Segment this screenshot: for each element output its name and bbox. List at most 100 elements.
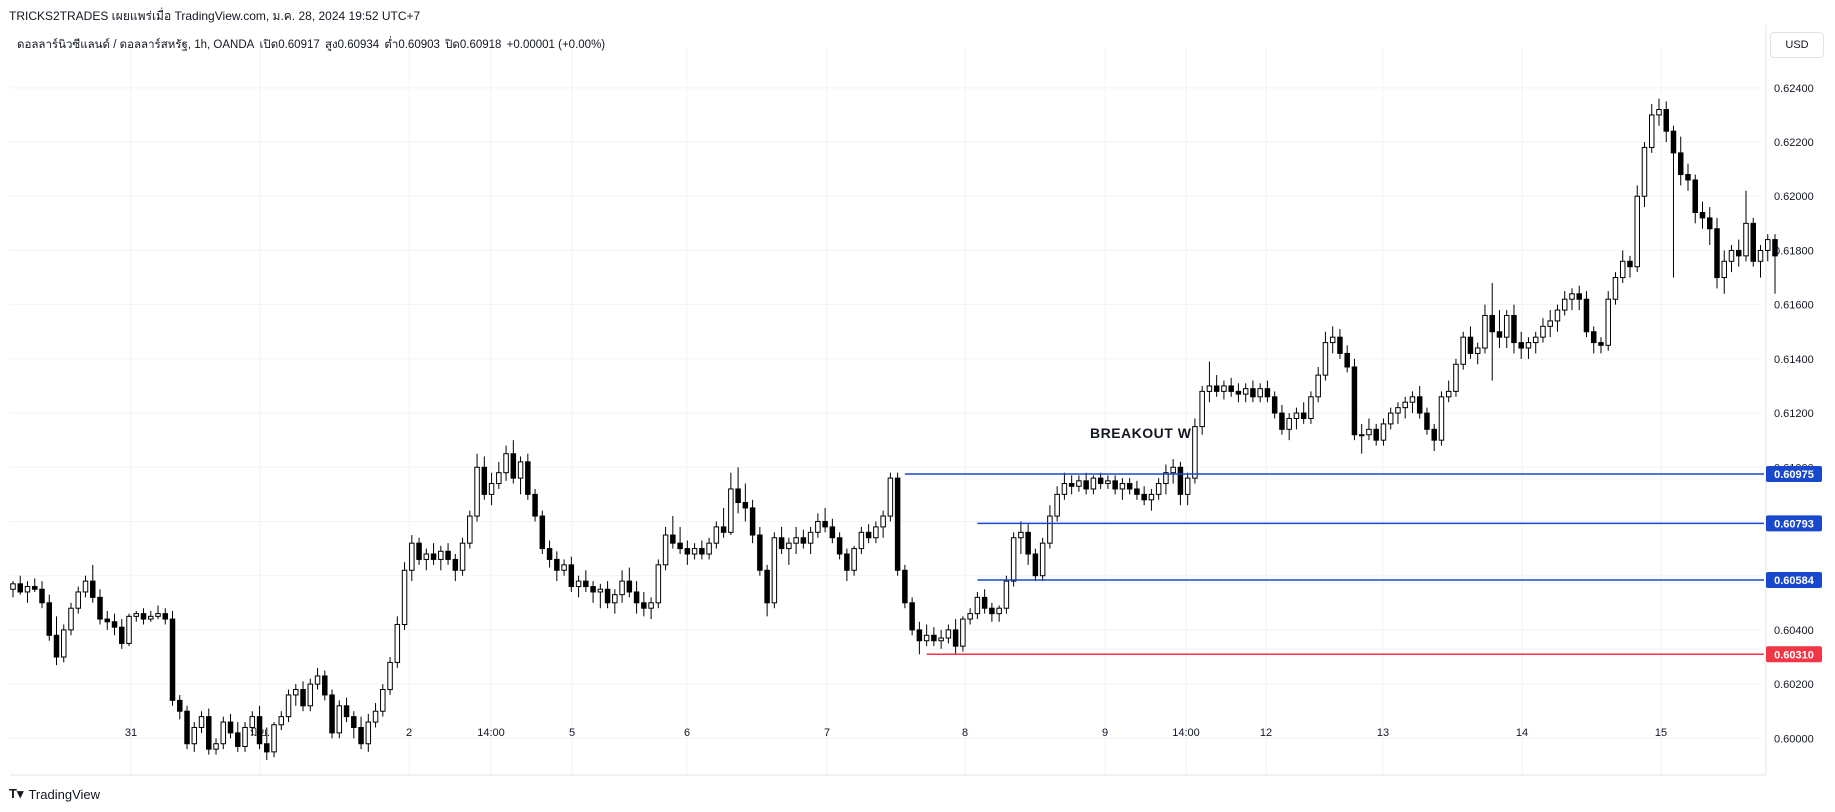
candle-body: [720, 526, 727, 533]
candle-body: [104, 618, 111, 623]
candle-body: [539, 515, 546, 550]
candle-body: [1525, 342, 1532, 349]
candle-body: [1221, 385, 1227, 392]
candle-body: [1648, 114, 1655, 148]
candle-body: [1424, 412, 1430, 430]
candle-body: [271, 724, 277, 753]
candle-body: [111, 621, 118, 628]
level-tag-label: 0.60793: [1774, 518, 1814, 530]
x-tick-label: 31: [125, 727, 137, 739]
candle-body: [749, 507, 756, 536]
candle-body: [409, 542, 415, 571]
candle-body: [351, 716, 357, 728]
candle-body: [677, 542, 683, 550]
candle-body: [728, 488, 734, 533]
candle-body: [32, 586, 38, 590]
candle-body: [467, 515, 473, 544]
candle-body: [568, 564, 575, 588]
candle-body: [967, 613, 973, 620]
candle-body: [148, 615, 154, 620]
candle-body: [670, 534, 676, 544]
candle-body: [952, 629, 959, 647]
candle-body: [184, 710, 190, 745]
candle-body: [1213, 385, 1220, 392]
level-tag: [1766, 572, 1822, 589]
candle-body: [1772, 239, 1778, 257]
tradingview-brand[interactable]: T▾ TradingView: [9, 786, 100, 802]
candle-body: [343, 705, 350, 718]
candle-body: [1692, 179, 1698, 213]
tradingview-logo-icon: T▾: [9, 786, 24, 801]
candle-body: [931, 634, 937, 642]
candle-body: [1474, 347, 1481, 354]
candle-body: [503, 453, 509, 474]
candle-body: [1735, 249, 1742, 257]
candle-body: [1489, 314, 1495, 333]
x-tick-label: 14:00: [1172, 727, 1200, 739]
candle-body: [68, 607, 74, 631]
candle-body: [119, 626, 125, 644]
candle-body: [1061, 483, 1068, 495]
candle-body: [140, 613, 147, 620]
candle-body: [459, 542, 466, 571]
publish-caption: TRICKS2TRADES เผยแพร่เมื่อ TradingView.c…: [9, 9, 421, 23]
candle-body: [1242, 388, 1249, 395]
candle-body: [1540, 325, 1546, 338]
candle-body: [387, 661, 393, 691]
candle-body: [380, 689, 386, 712]
candle-body: [1163, 472, 1169, 485]
y-tick-label: 0.60000: [1774, 733, 1814, 745]
candle-body: [1003, 580, 1010, 609]
candle-body: [1373, 428, 1379, 441]
candle-body: [1134, 488, 1140, 495]
candle-body: [53, 634, 60, 658]
candle-body: [235, 732, 241, 747]
candle-body: [1228, 385, 1234, 392]
candle-body: [873, 526, 879, 539]
candle-body: [1641, 146, 1648, 197]
candle-body: [365, 721, 372, 745]
candle-body: [1032, 553, 1039, 577]
y-tick-label: 0.61400: [1774, 354, 1814, 366]
candle-body: [358, 726, 364, 745]
candle-body: [242, 726, 248, 747]
candle-body: [764, 569, 770, 604]
candle-body: [1561, 298, 1568, 311]
candle-body: [177, 699, 183, 712]
candle-body: [923, 634, 930, 642]
candle-body: [1192, 426, 1198, 479]
candle-body: [75, 591, 82, 609]
candle-body: [619, 580, 625, 596]
low-value: ต่ำ0.60903: [384, 39, 440, 51]
x-tick-label: 5: [569, 727, 575, 739]
candle-body: [1598, 342, 1604, 346]
candle-body: [757, 534, 763, 571]
candle-body: [1743, 222, 1749, 257]
candle-body: [1177, 466, 1184, 495]
candle-body: [1677, 152, 1684, 176]
candle-body: [771, 537, 778, 604]
candle-body: [1039, 542, 1046, 577]
candle-body: [1286, 417, 1292, 430]
candle-body: [1518, 342, 1524, 349]
candle-body: [445, 550, 451, 560]
candle-body: [1619, 260, 1626, 279]
candle-body: [945, 629, 952, 639]
y-tick-label: 0.62200: [1774, 137, 1814, 149]
candle-body: [1656, 108, 1662, 116]
candle-body: [1416, 396, 1423, 414]
candle-body: [1083, 480, 1089, 490]
candle-body: [1344, 352, 1350, 368]
symbol-name[interactable]: ดอลลาร์นิวซีแลนด์ / ดอลลาร์สหรัฐ, 1h, OA…: [17, 39, 255, 51]
candle-body: [1126, 483, 1133, 490]
candle-body: [865, 531, 872, 539]
candle-body: [191, 726, 198, 745]
currency-button[interactable]: USD: [1770, 32, 1824, 58]
x-tick-label: 13: [1377, 727, 1389, 739]
candle-body: [1445, 390, 1452, 398]
candle-body: [648, 602, 654, 609]
candle-body: [1482, 314, 1488, 349]
candle-body: [1569, 293, 1575, 300]
level-tag: [1766, 646, 1822, 663]
